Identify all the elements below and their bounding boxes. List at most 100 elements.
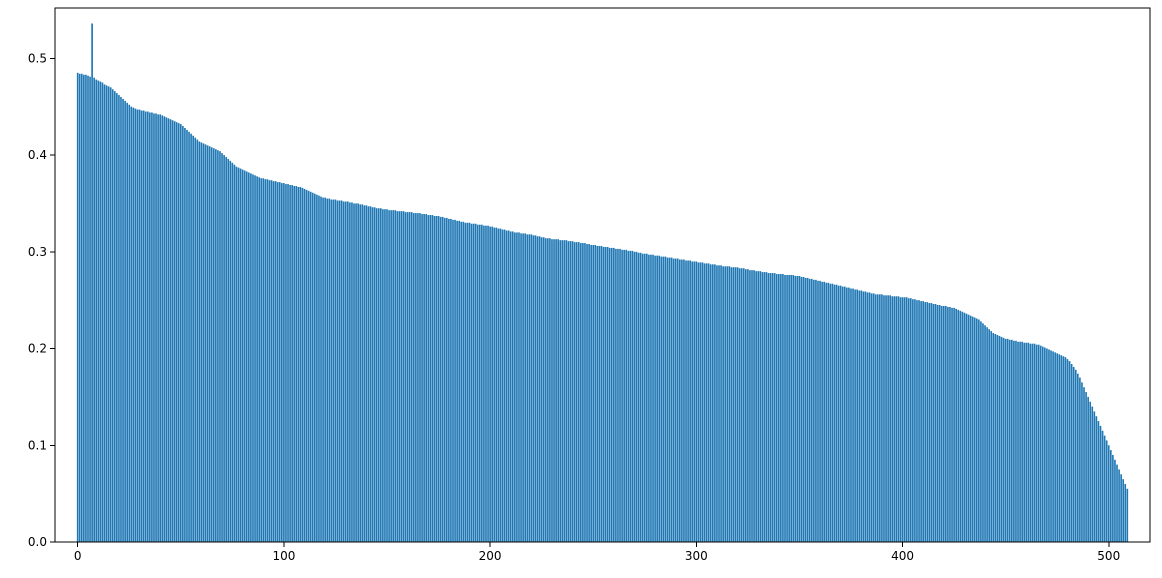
- bar: [978, 320, 980, 543]
- bar: [436, 216, 438, 542]
- bar: [904, 297, 906, 542]
- bar: [386, 209, 388, 542]
- bar: [1032, 344, 1034, 542]
- bar: [902, 297, 904, 542]
- bar: [716, 265, 718, 542]
- x-tick-label: 300: [685, 549, 708, 563]
- bar: [1028, 343, 1030, 542]
- bar: [856, 290, 858, 542]
- bar: [766, 272, 768, 542]
- bar: [1005, 339, 1007, 542]
- bar: [1003, 338, 1005, 542]
- bar: [807, 278, 809, 542]
- bar: [143, 111, 145, 542]
- bar: [1118, 469, 1120, 542]
- bar: [229, 161, 231, 542]
- bar: [462, 222, 464, 542]
- bar: [238, 168, 240, 542]
- bar: [900, 297, 902, 542]
- bar: [537, 236, 539, 542]
- bar: [658, 256, 660, 542]
- bar: [597, 246, 599, 542]
- bar: [788, 275, 790, 542]
- bar: [500, 229, 502, 542]
- bar: [988, 329, 990, 542]
- bar: [178, 123, 180, 542]
- bar: [326, 199, 328, 542]
- bar: [555, 239, 557, 542]
- bar: [871, 293, 873, 542]
- bar: [425, 214, 427, 542]
- bar: [809, 279, 811, 542]
- bar: [764, 272, 766, 542]
- bar: [914, 299, 916, 542]
- bar: [605, 247, 607, 542]
- bar: [893, 296, 895, 542]
- bar: [434, 216, 436, 542]
- bar: [970, 316, 972, 542]
- bar: [1001, 337, 1003, 542]
- bar: [957, 310, 959, 542]
- bar: [700, 262, 702, 542]
- bar: [475, 224, 477, 542]
- bar: [879, 294, 881, 542]
- bar: [244, 171, 246, 542]
- bar: [390, 210, 392, 542]
- bar: [656, 256, 658, 542]
- bar: [848, 288, 850, 542]
- bar: [267, 179, 269, 542]
- bar: [190, 134, 192, 542]
- bar: [1071, 364, 1073, 542]
- bar: [77, 73, 79, 542]
- bar: [450, 219, 452, 542]
- bar: [275, 181, 277, 542]
- bar: [982, 323, 984, 542]
- bar: [392, 210, 394, 542]
- bar: [108, 86, 110, 542]
- bar: [867, 292, 869, 542]
- y-tick-label: 0.4: [28, 148, 47, 162]
- bar: [438, 216, 440, 542]
- bar: [300, 187, 302, 542]
- bar: [368, 206, 370, 542]
- bar: [199, 142, 201, 543]
- bar: [935, 304, 937, 542]
- bar: [357, 203, 359, 542]
- bar: [248, 172, 250, 542]
- bar: [155, 113, 157, 542]
- bar: [858, 290, 860, 542]
- bar: [322, 198, 324, 542]
- bar: [1122, 479, 1124, 542]
- bar: [440, 217, 442, 542]
- bar: [611, 248, 613, 542]
- bar: [782, 274, 784, 542]
- bar: [650, 255, 652, 542]
- bar: [207, 145, 209, 542]
- bar: [553, 239, 555, 542]
- bar: [396, 211, 398, 542]
- bar: [277, 182, 279, 542]
- bar: [1108, 445, 1110, 542]
- bar: [601, 246, 603, 542]
- bar: [333, 200, 335, 542]
- bar: [865, 291, 867, 542]
- bar: [933, 304, 935, 542]
- bar: [799, 276, 801, 542]
- bar: [881, 294, 883, 542]
- bar: [1061, 355, 1063, 542]
- bar: [522, 233, 524, 542]
- bar: [574, 242, 576, 542]
- bar: [495, 228, 497, 542]
- bar: [836, 285, 838, 542]
- bar: [324, 198, 326, 542]
- bar: [898, 296, 900, 542]
- bar: [1081, 382, 1083, 542]
- bar: [827, 283, 829, 542]
- bar: [504, 230, 506, 542]
- bar: [844, 287, 846, 542]
- bar: [378, 208, 380, 542]
- bar: [304, 189, 306, 542]
- bar: [196, 140, 198, 542]
- bar: [772, 273, 774, 542]
- bar: [786, 275, 788, 542]
